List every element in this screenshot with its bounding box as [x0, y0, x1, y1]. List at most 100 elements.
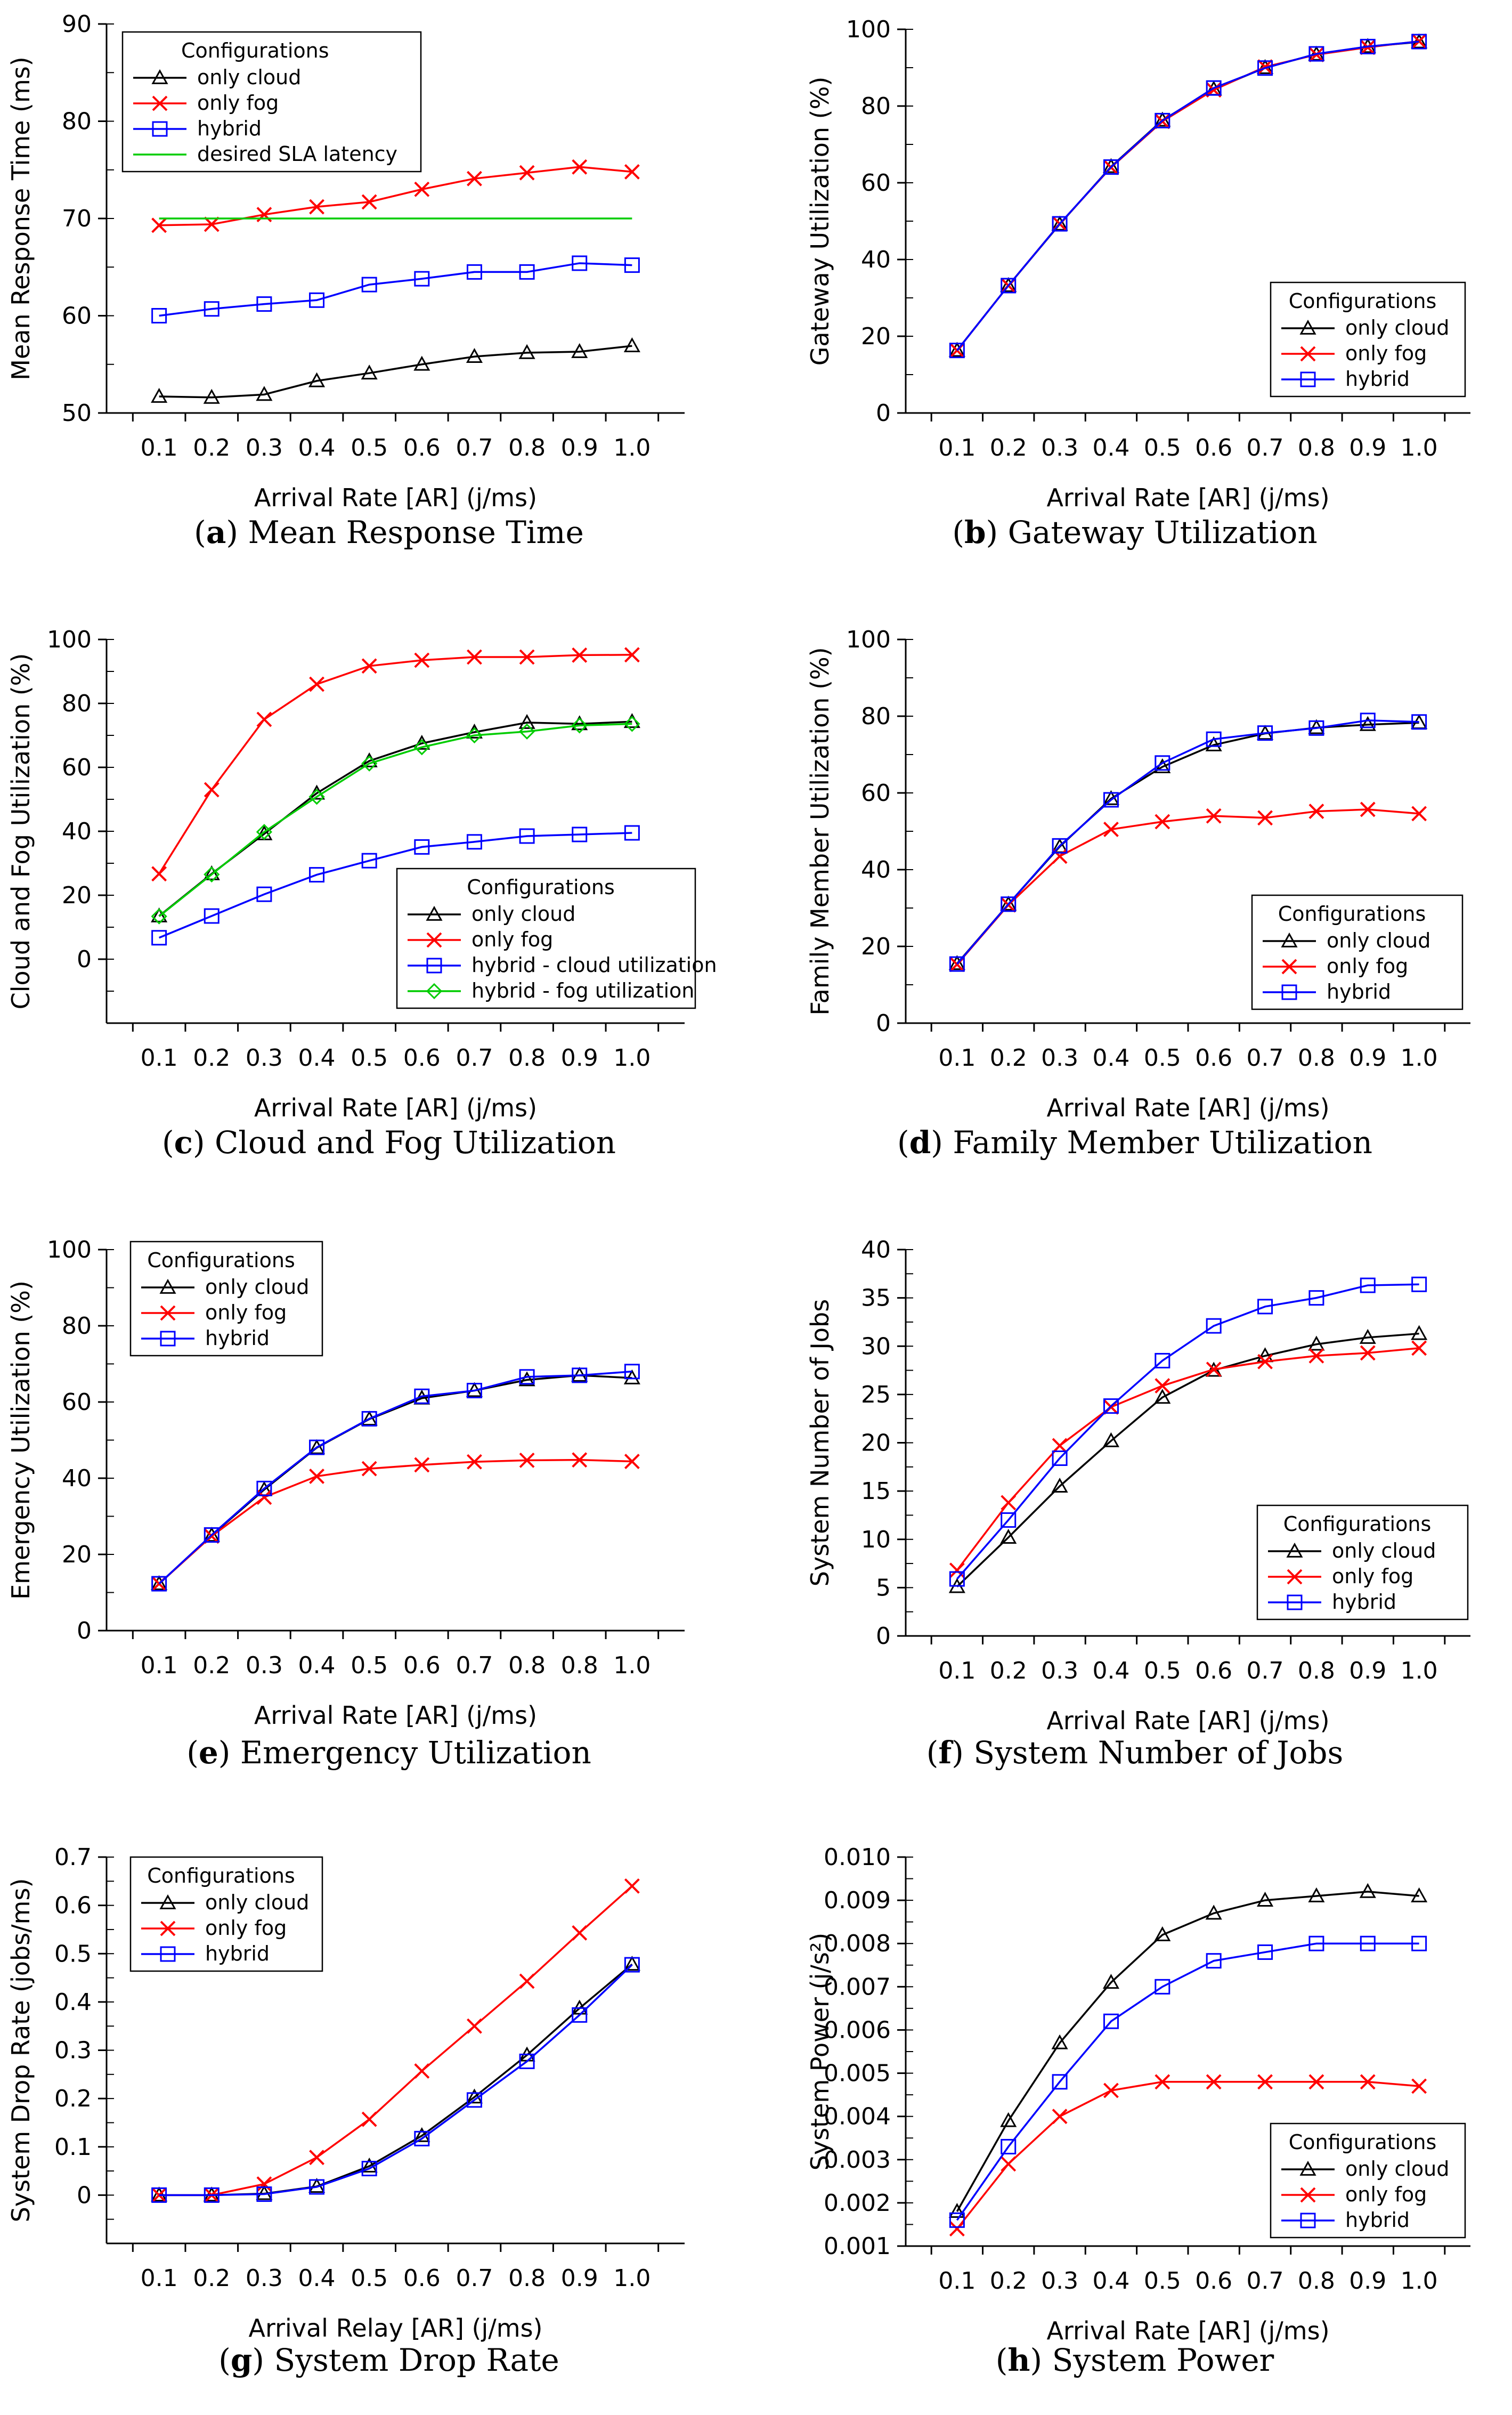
data-point [1206, 2074, 1222, 2090]
legend-label: hybrid - cloud utilization [472, 953, 717, 977]
y-tick-label: 60 [62, 303, 92, 330]
data-point [1155, 2074, 1170, 2090]
x-tick-label: 0.8 [508, 1652, 546, 1679]
marker-stroke [1206, 2074, 1222, 2090]
data-point [151, 1575, 168, 1590]
y-tick-label: 0.6 [54, 1892, 92, 1919]
data-point [623, 1369, 640, 1384]
data-point [361, 2111, 377, 2127]
marker-stroke [1257, 810, 1273, 826]
y-tick-label: 0 [876, 1623, 891, 1650]
data-point [572, 647, 588, 663]
x-tick-label: 0.5 [1144, 1044, 1181, 1072]
y-tick-label: 0 [876, 400, 891, 427]
legend-marker [160, 1331, 176, 1347]
x-tick-label: 0.7 [456, 434, 493, 461]
data-point [1051, 1477, 1068, 1493]
x-tick-label: 0.7 [456, 2265, 493, 2292]
x-tick-label: 0.2 [990, 1657, 1027, 1684]
y-axis-label: System Power (j/s²) [806, 1933, 834, 2170]
data-point [1411, 806, 1427, 822]
data-point [1154, 1389, 1171, 1404]
y-tick-label: 0.008 [824, 1930, 891, 1957]
legend-label: hybrid [205, 1942, 270, 1965]
marker-stroke [414, 181, 430, 197]
data-point [948, 342, 965, 357]
data-point [1001, 2138, 1017, 2154]
data-point [414, 839, 430, 855]
data-point [256, 386, 273, 401]
data-point [519, 1369, 535, 1385]
data-point [151, 866, 167, 882]
caption-title: System Number of Jobs [973, 1735, 1344, 1771]
x-tick-label: 1.0 [1401, 2267, 1438, 2295]
data-point [1257, 60, 1273, 76]
data-point [361, 1461, 377, 1477]
data-point [256, 296, 272, 312]
marker-stroke [151, 866, 167, 882]
marker-stroke [1308, 2074, 1324, 2090]
data-point [414, 652, 430, 668]
x-tick-label: 0.3 [246, 1652, 283, 1679]
data-point [1000, 277, 1017, 292]
data-point [1257, 2074, 1273, 2090]
series-line [956, 808, 1419, 965]
legend-label: only fog [1345, 2183, 1427, 2206]
caption-panel-label: d [909, 1124, 931, 1161]
marker-stroke [1052, 848, 1068, 864]
series-only-cloud [151, 1366, 640, 1590]
legend-label: only cloud [472, 902, 575, 926]
marker-stroke [1155, 1378, 1170, 1393]
data-point [624, 1878, 640, 1894]
y-tick-label: 0.002 [824, 2190, 891, 2217]
data-point [518, 1371, 535, 1387]
legend-title: Configurations [147, 1249, 295, 1272]
y-tick-label: 60 [861, 169, 891, 197]
caption-a: (a) Mean Response Time [194, 514, 584, 550]
data-point [1257, 725, 1273, 741]
caption-c: (c) Cloud and Fog Utilization [162, 1124, 616, 1161]
x-tick-label: 0.8 [1298, 1657, 1335, 1684]
legend-label: only fog [472, 928, 553, 951]
x-axis-label: Arrival Rate [AR] (j/ms) [1046, 2316, 1329, 2345]
data-point [1411, 1935, 1427, 1951]
data-point [1257, 1944, 1273, 1960]
marker-stroke [949, 2221, 965, 2236]
data-point [1155, 1979, 1170, 1995]
data-point [413, 739, 430, 756]
marker-stroke [414, 2063, 430, 2079]
marker-stroke [204, 782, 220, 798]
caption-panel-label: h [1007, 2342, 1030, 2378]
data-point [518, 714, 535, 729]
data-point [361, 755, 378, 772]
marker-stroke [519, 165, 535, 181]
y-tick-label: 0 [876, 1010, 891, 1037]
y-tick-label: 30 [861, 1333, 891, 1360]
data-point [309, 1439, 325, 1455]
y-tick-label: 0.7 [54, 1844, 92, 1871]
data-point [1052, 838, 1068, 854]
data-point [1206, 1362, 1222, 1377]
legend-marker [151, 69, 168, 84]
legend-marker [1287, 1569, 1303, 1585]
series-hybrid [151, 1364, 640, 1592]
legend-box [1256, 1504, 1469, 1620]
marker-stroke [1411, 2078, 1427, 2094]
data-point [256, 886, 272, 902]
y-tick-label: 15 [861, 1478, 891, 1505]
caption-f: (f) System Number of Jobs [926, 1735, 1344, 1771]
y-tick-label: 0.006 [824, 2016, 891, 2044]
marker-stroke [204, 216, 220, 232]
series-hybrid [151, 255, 640, 323]
x-axis-label: Arrival Rate [AR] (j/ms) [1046, 483, 1329, 512]
x-tick-label: 0.5 [351, 434, 388, 461]
marker-stroke [1300, 2187, 1316, 2203]
data-point [203, 388, 220, 404]
x-tick-label: 0.6 [1195, 1044, 1232, 1072]
legend-label: only fog [1327, 954, 1408, 978]
y-tick-label: 0 [77, 1617, 92, 1644]
data-point [949, 1571, 965, 1587]
